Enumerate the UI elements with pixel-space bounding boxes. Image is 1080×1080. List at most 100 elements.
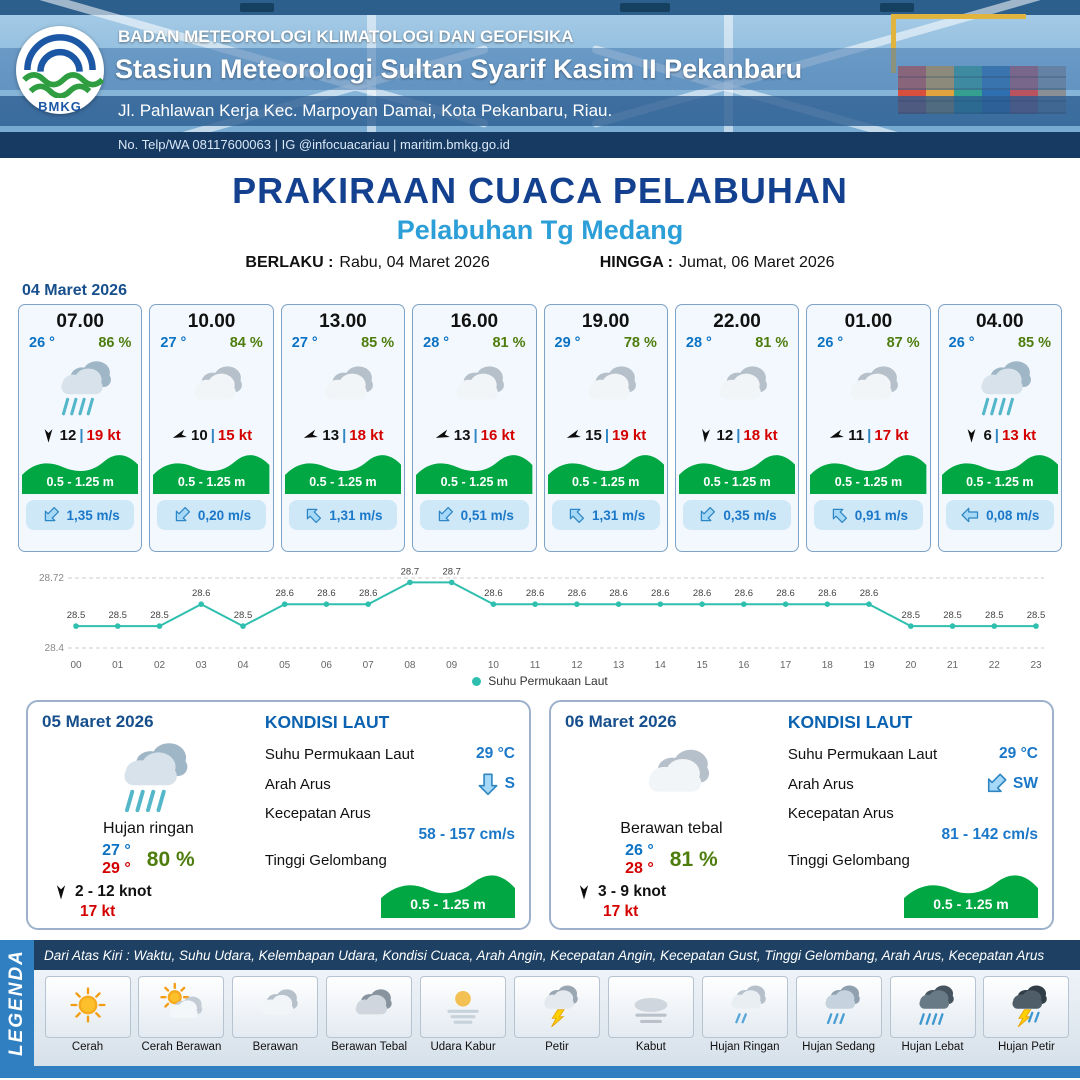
temp-max: 29 ° xyxy=(102,860,131,877)
wind-gust-value: 15 kt xyxy=(217,426,253,444)
wind-direction-icon xyxy=(52,883,70,901)
svg-text:28.5: 28.5 xyxy=(150,610,169,621)
svg-text:28.6: 28.6 xyxy=(651,588,670,599)
svg-text:28.6: 28.6 xyxy=(484,588,503,599)
current-direction-icon xyxy=(697,505,717,525)
legend-item-label: Hujan Ringan xyxy=(709,1041,780,1053)
current-speed-value: 0,91 m/s xyxy=(854,507,909,523)
bmkg-logo-icon xyxy=(22,34,104,98)
agency-name: BADAN METEOROLOGI KLIMATOLOGI DAN GEOFIS… xyxy=(118,27,574,46)
forecast-card: 16.00 28 ° 81 % 13 | 16 kt 0.5 - 1.25 m … xyxy=(412,304,537,552)
wave-shape xyxy=(904,875,1038,918)
wave-shape xyxy=(416,455,533,494)
current-direction-value: S xyxy=(504,775,515,792)
weather-icon xyxy=(1001,980,1051,1035)
wave-height-value: 0.5 - 1.25 m xyxy=(703,475,771,489)
legend-icon-tile xyxy=(44,976,131,1038)
legend-icon-tile xyxy=(326,976,413,1038)
wind-gust-value: 18 kt xyxy=(349,426,384,444)
sst-row: Suhu Permukaan Laut 29 °C xyxy=(788,745,1038,763)
svg-text:17: 17 xyxy=(780,660,792,671)
wind-range: 3 - 9 knot xyxy=(598,883,667,900)
forecast-time: 04.00 xyxy=(976,311,1024,332)
forecast-cards-row: 07.00 26 ° 86 % 12 | 19 kt 0.5 - 1.25 m … xyxy=(18,304,1062,552)
sea-conditions-title: KONDISI LAUT xyxy=(787,712,913,732)
svg-text:06: 06 xyxy=(321,660,333,671)
wave-height-band: 0.5 - 1.25 m xyxy=(678,450,796,494)
humidity-value: 87 % xyxy=(886,335,920,351)
legend-dot-icon xyxy=(472,676,482,686)
wave-height-value: 0.5 - 1.25 m xyxy=(309,475,377,489)
current-speed-value: 0,20 m/s xyxy=(197,507,252,523)
svg-text:28.5: 28.5 xyxy=(902,610,921,621)
weather-icon xyxy=(104,734,192,818)
forecast-time: 13.00 xyxy=(319,311,367,332)
current-speed-value: 1,35 m/s xyxy=(66,507,120,523)
weather-icon xyxy=(810,351,926,423)
forecast-card: 01.00 26 ° 87 % 11 | 17 kt 0.5 - 1.25 m … xyxy=(806,304,931,552)
svg-text:28.6: 28.6 xyxy=(192,588,211,599)
wind-gust-value: 17 kt xyxy=(603,903,639,920)
svg-text:28.5: 28.5 xyxy=(943,610,962,621)
current-speed-value: 58 - 157 cm/s xyxy=(418,826,515,843)
wind-separator: | xyxy=(736,426,741,444)
valid-from: BERLAKU : Rabu, 04 Maret 2026 xyxy=(245,254,489,272)
svg-text:15: 15 xyxy=(697,660,709,671)
wind-gust-value: 17 kt xyxy=(874,426,909,444)
wave-shape xyxy=(153,455,270,494)
wind-range: 2 - 12 knot xyxy=(75,883,152,900)
page-title: PRAKIRAAN CUACA PELABUHAN xyxy=(232,170,848,211)
wind-direction-icon xyxy=(302,427,319,444)
footer-bar xyxy=(0,1066,1080,1078)
svg-text:28.6: 28.6 xyxy=(359,588,378,599)
weather-icon xyxy=(814,980,864,1035)
temp-humidity-row: 27 ° 84 % xyxy=(153,333,269,351)
legend-item-label: Petir xyxy=(545,1041,569,1053)
svg-text:22: 22 xyxy=(989,660,1001,671)
valid-from-value: Rabu, 04 Maret 2026 xyxy=(339,254,490,271)
temp-humidity-row: 29 ° 78 % xyxy=(548,333,664,351)
current-direction-icon xyxy=(829,505,849,525)
current-row: 1,31 m/s xyxy=(551,500,660,530)
ship-illustration xyxy=(880,3,914,12)
legend-icon-tile xyxy=(232,976,319,1038)
weather-icon xyxy=(156,980,206,1035)
legend-icon-tile xyxy=(420,976,507,1038)
svg-text:28.5: 28.5 xyxy=(234,610,253,621)
wind-gust-value: 19 kt xyxy=(86,426,121,444)
wind-row: 13 | 16 kt xyxy=(416,423,532,447)
current-speed-label: Kecepatan Arus xyxy=(787,805,894,822)
day-summary-row: 05 Maret 2026 Hujan ringan 27 ° 29 ° 80 … xyxy=(26,700,1054,930)
wind-direction-icon xyxy=(575,883,593,901)
sea-conditions-panel: KONDISI LAUT Suhu Permukaan Laut 29 °C A… xyxy=(265,712,515,918)
wave-height-value: 0.5 - 1.25 m xyxy=(966,475,1034,489)
svg-text:16: 16 xyxy=(738,660,750,671)
valid-until-label: HINGGA : xyxy=(599,254,673,271)
legend-main: Dari Atas Kiri : Waktu, Suhu Udara, Kele… xyxy=(34,940,1080,1066)
wave-height-value: 0.5 - 1.25 m xyxy=(834,475,903,489)
temp-humidity-row: 27 ° 85 % xyxy=(285,333,401,351)
svg-text:05: 05 xyxy=(279,660,291,671)
forecast-time: 22.00 xyxy=(713,311,761,332)
svg-text:28.6: 28.6 xyxy=(568,588,587,599)
legend-item-label: Cerah xyxy=(71,1041,104,1053)
svg-text:28.6: 28.6 xyxy=(693,588,712,599)
wind-direction-icon xyxy=(963,427,980,444)
wave-shape xyxy=(22,455,139,494)
humidity-value: 86 % xyxy=(98,335,132,351)
legend-section: LEGENDA Dari Atas Kiri : Waktu, Suhu Uda… xyxy=(0,940,1080,1066)
humidity-value: 78 % xyxy=(623,335,657,351)
day-forecast-card: 05 Maret 2026 Hujan ringan 27 ° 29 ° 80 … xyxy=(26,700,531,930)
legend-item: Cerah xyxy=(42,976,133,1054)
current-speed-value: 1,31 m/s xyxy=(592,507,646,523)
svg-text:28.7: 28.7 xyxy=(401,566,420,577)
wave-height-label: Tinggi Gelombang xyxy=(264,852,387,869)
svg-text:28.5: 28.5 xyxy=(1027,610,1046,621)
svg-text:10: 10 xyxy=(488,660,500,671)
temperature-value: 26 ° xyxy=(948,335,975,351)
wind-row: 12 | 19 kt xyxy=(22,423,138,447)
current-speed-row: Kecepatan Arus xyxy=(788,805,1038,822)
wave-height-row: Tinggi Gelombang xyxy=(788,852,1038,869)
forecast-time: 10.00 xyxy=(187,311,236,332)
wind-direction-icon xyxy=(697,427,714,444)
